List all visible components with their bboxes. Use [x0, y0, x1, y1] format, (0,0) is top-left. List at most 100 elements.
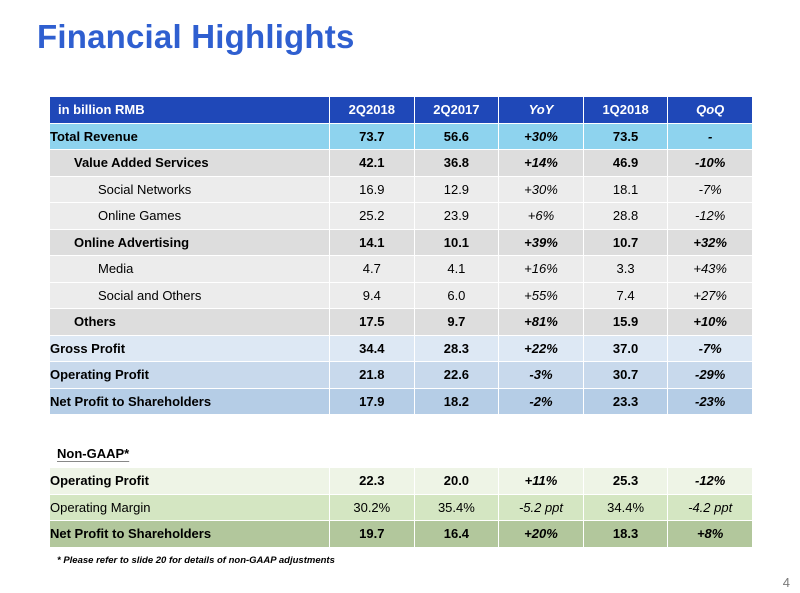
cell-yoy: -3%: [498, 361, 584, 389]
cell-yoy: +11%: [498, 467, 584, 495]
row-online-games: Online Games 25.2 23.9 +6% 28.8 -12%: [49, 202, 753, 230]
header-qoq: QoQ: [667, 96, 753, 124]
row-operating-profit: Operating Profit 21.8 22.6 -3% 30.7 -29%: [49, 361, 753, 389]
cell-qoq: -29%: [667, 361, 753, 389]
row-ng-net-profit: Net Profit to Shareholders 19.7 16.4 +20…: [49, 520, 753, 548]
cell-1q2018: 34.4%: [582, 493, 669, 521]
header-unit: in billion RMB: [49, 96, 330, 124]
row-online-advertising: Online Advertising 14.1 10.1 +39% 10.7 +…: [49, 228, 753, 256]
cell-2q2018: 34.4: [329, 334, 415, 362]
row-gross-profit: Gross Profit 34.4 28.3 +22% 37.0 -7%: [49, 334, 753, 362]
header-yoy: YoY: [498, 96, 584, 124]
row-label: Net Profit to Shareholders: [49, 387, 330, 415]
cell-2q2017: 9.7: [413, 308, 500, 336]
cell-2q2017: 22.6: [413, 361, 500, 389]
row-total-revenue: Total Revenue 73.7 56.6 +30% 73.5 -: [49, 122, 753, 150]
row-label: Media: [49, 255, 330, 283]
cell-2q2017: 23.9: [413, 202, 500, 230]
cell-yoy: +30%: [498, 175, 584, 203]
cell-2q2017: 28.3: [413, 334, 500, 362]
row-label: Social and Others: [49, 281, 330, 309]
cell-yoy: +6%: [498, 202, 584, 230]
cell-2q2017: 12.9: [413, 175, 500, 203]
cell-qoq: -12%: [667, 202, 753, 230]
cell-yoy: +81%: [498, 308, 584, 336]
row-media: Media 4.7 4.1 +16% 3.3 +43%: [49, 255, 753, 283]
cell-qoq: -23%: [667, 387, 753, 415]
cell-2q2018: 16.9: [329, 175, 415, 203]
row-label: Operating Profit: [49, 467, 330, 495]
cell-2q2018: 73.7: [329, 122, 415, 150]
header-2q2017: 2Q2017: [413, 96, 500, 124]
cell-qoq: +32%: [667, 228, 753, 256]
cell-1q2018: 73.5: [582, 122, 669, 150]
cell-2q2018: 19.7: [329, 520, 415, 548]
cell-2q2018: 42.1: [329, 149, 415, 177]
cell-qoq: -12%: [667, 467, 753, 495]
cell-2q2017: 35.4%: [413, 493, 500, 521]
row-value-added-services: Value Added Services 42.1 36.8 +14% 46.9…: [49, 149, 753, 177]
row-net-profit: Net Profit to Shareholders 17.9 18.2 -2%…: [49, 387, 753, 415]
row-label: Operating Margin: [49, 493, 330, 521]
cell-2q2018: 21.8: [329, 361, 415, 389]
non-gaap-heading: Non-GAAP*: [57, 446, 130, 461]
cell-2q2018: 14.1: [329, 228, 415, 256]
row-label: Others: [49, 308, 330, 336]
cell-yoy: +14%: [498, 149, 584, 177]
cell-1q2018: 10.7: [582, 228, 669, 256]
cell-2q2018: 17.9: [329, 387, 415, 415]
slide-title: Financial Highlights: [37, 18, 355, 55]
row-label: Net Profit to Shareholders: [49, 520, 330, 548]
cell-yoy: -2%: [498, 387, 584, 415]
row-others: Others 17.5 9.7 +81% 15.9 +10%: [49, 308, 753, 336]
non-gaap-table: Operating Profit 22.3 20.0 +11% 25.3 -12…: [49, 467, 753, 548]
header-2q2018: 2Q2018: [329, 96, 415, 124]
cell-1q2018: 28.8: [582, 202, 669, 230]
cell-1q2018: 25.3: [582, 467, 669, 495]
row-label: Social Networks: [49, 175, 330, 203]
row-ng-operating-profit: Operating Profit 22.3 20.0 +11% 25.3 -12…: [49, 467, 753, 495]
cell-1q2018: 18.3: [582, 520, 669, 548]
row-social-networks: Social Networks 16.9 12.9 +30% 18.1 -7%: [49, 175, 753, 203]
cell-1q2018: 23.3: [582, 387, 669, 415]
row-label: Operating Profit: [49, 361, 330, 389]
cell-2q2018: 22.3: [329, 467, 415, 495]
cell-qoq: -10%: [667, 149, 753, 177]
cell-2q2017: 56.6: [413, 122, 500, 150]
cell-2q2017: 18.2: [413, 387, 500, 415]
row-label: Value Added Services: [49, 149, 330, 177]
cell-yoy: +55%: [498, 281, 584, 309]
cell-2q2018: 9.4: [329, 281, 415, 309]
cell-qoq: -7%: [667, 334, 753, 362]
cell-yoy: +39%: [498, 228, 584, 256]
cell-2q2017: 10.1: [413, 228, 500, 256]
cell-2q2017: 20.0: [413, 467, 500, 495]
row-label: Total Revenue: [49, 122, 330, 150]
row-ng-operating-margin: Operating Margin 30.2% 35.4% -5.2 ppt 34…: [49, 493, 753, 521]
cell-qoq: +10%: [667, 308, 753, 336]
page-number: 4: [782, 575, 790, 590]
cell-2q2017: 16.4: [413, 520, 500, 548]
cell-2q2018: 17.5: [329, 308, 415, 336]
cell-2q2018: 4.7: [329, 255, 415, 283]
cell-qoq: -7%: [667, 175, 753, 203]
financial-table: in billion RMB 2Q2018 2Q2017 YoY 1Q2018 …: [49, 96, 753, 415]
cell-2q2017: 36.8: [413, 149, 500, 177]
cell-1q2018: 30.7: [582, 361, 669, 389]
cell-1q2018: 18.1: [582, 175, 669, 203]
cell-1q2018: 7.4: [582, 281, 669, 309]
cell-qoq: -4.2 ppt: [667, 493, 753, 521]
cell-2q2018: 30.2%: [329, 493, 415, 521]
cell-yoy: +22%: [498, 334, 584, 362]
cell-yoy: +16%: [498, 255, 584, 283]
cell-1q2018: 37.0: [582, 334, 669, 362]
cell-yoy: +30%: [498, 122, 584, 150]
cell-1q2018: 3.3: [582, 255, 669, 283]
cell-2q2018: 25.2: [329, 202, 415, 230]
cell-qoq: +8%: [667, 520, 753, 548]
cell-2q2017: 6.0: [413, 281, 500, 309]
row-label: Online Games: [49, 202, 330, 230]
header-1q2018: 1Q2018: [582, 96, 669, 124]
row-social-and-others: Social and Others 9.4 6.0 +55% 7.4 +27%: [49, 281, 753, 309]
table-header-row: in billion RMB 2Q2018 2Q2017 YoY 1Q2018 …: [49, 96, 753, 124]
